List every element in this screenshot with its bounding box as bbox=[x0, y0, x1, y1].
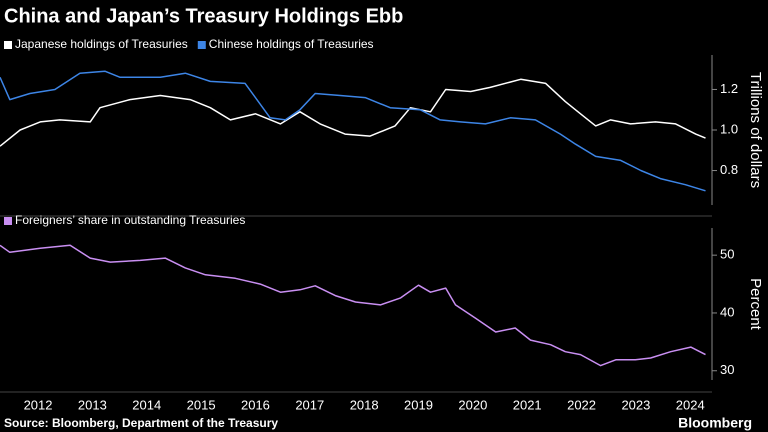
x-tick-label: 2018 bbox=[350, 397, 379, 412]
legend-swatch bbox=[4, 217, 12, 225]
y-axis-label: Percent bbox=[747, 278, 764, 331]
brand: Bloomberg bbox=[678, 415, 752, 431]
series-line bbox=[0, 70, 706, 192]
y-tick-label: 0.8 bbox=[720, 162, 738, 177]
x-tick-label: 2016 bbox=[241, 397, 270, 412]
chart-title: China and Japan’s Treasury Holdings Ebb bbox=[4, 5, 403, 27]
x-tick-label: 2023 bbox=[621, 397, 650, 412]
series-line bbox=[0, 78, 706, 147]
x-tick-label: 2020 bbox=[458, 397, 487, 412]
legend-label: Japanese holdings of Treasuries bbox=[15, 37, 188, 51]
y-tick-label: 50 bbox=[720, 247, 734, 262]
y-axis-label: Trillions of dollars bbox=[747, 72, 764, 188]
x-tick-label: 2019 bbox=[404, 397, 433, 412]
x-tick-label: 2021 bbox=[513, 397, 542, 412]
series-line bbox=[0, 244, 706, 367]
legend-label: Foreigners’ share in outstanding Treasur… bbox=[15, 213, 245, 227]
x-tick-label: 2012 bbox=[24, 397, 53, 412]
y-tick-label: 30 bbox=[720, 362, 734, 377]
legend-swatch bbox=[197, 41, 206, 49]
y-tick-label: 1.0 bbox=[720, 121, 738, 136]
x-tick-label: 2017 bbox=[295, 397, 324, 412]
y-tick-label: 1.2 bbox=[720, 81, 738, 96]
legend-swatch bbox=[4, 41, 12, 49]
legend-label: Chinese holdings of Treasuries bbox=[209, 37, 374, 51]
y-tick-label: 40 bbox=[720, 304, 734, 319]
x-tick-label: 2022 bbox=[567, 397, 596, 412]
x-tick-label: 2024 bbox=[676, 397, 705, 412]
x-tick-label: 2014 bbox=[132, 397, 161, 412]
x-tick-label: 2015 bbox=[187, 397, 216, 412]
x-tick-label: 2013 bbox=[78, 397, 107, 412]
source: Source: Bloomberg, Department of the Tre… bbox=[4, 416, 278, 430]
